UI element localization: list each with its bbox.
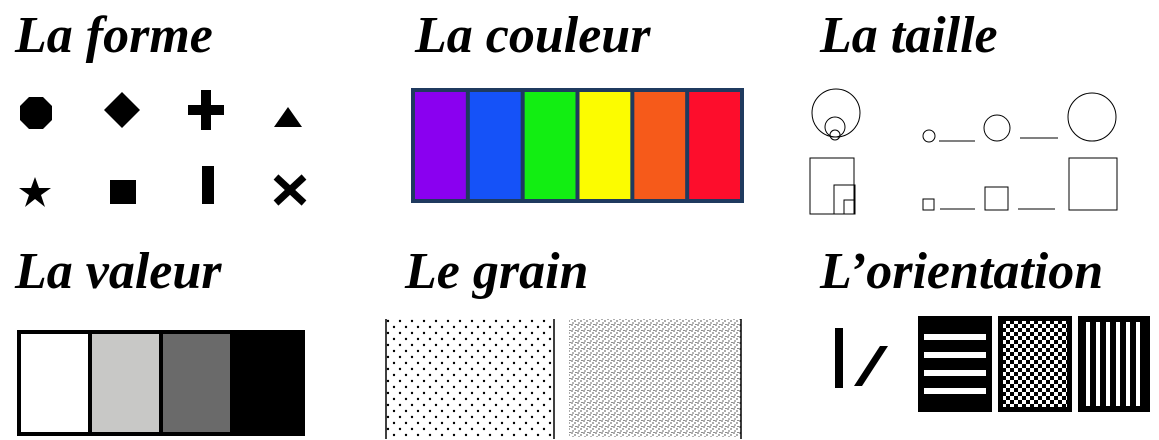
circle-medium [983,114,1011,142]
title-taille: La taille [820,7,998,64]
value-swatch-2 [92,334,159,432]
taille-panel [805,85,1125,220]
slanted-line-icon [854,346,888,386]
square-small [922,198,935,211]
square-large [1068,157,1118,211]
cross-icon [273,174,307,206]
triangle-icon [274,107,302,127]
forme-panel [0,80,330,220]
plus-icon [188,90,224,130]
nested-square-small [843,199,856,215]
color-swatch-6 [689,92,740,199]
title-forme: La forme [15,7,213,64]
vertical-stripes-icon [1078,316,1150,412]
title-valeur: La valeur [15,243,222,300]
grain-panel [385,318,745,440]
square-medium [984,186,1009,211]
circle-large [1067,92,1117,142]
circle-small [922,129,936,143]
grain-texture-figure [385,319,742,439]
color-swatch-5 [634,92,686,199]
value-swatch-4 [234,334,301,432]
valeur-panel [17,330,305,436]
title-couleur: La couleur [415,7,651,64]
nested-circle-small [829,129,841,141]
title-grain: Le grain [405,243,589,300]
nested-circle-medium [824,116,846,138]
vertical-line-icon [835,328,843,388]
nested-square-large [809,157,855,215]
fine-grain-texture [569,319,741,437]
color-swatch-3 [524,92,576,199]
value-swatch-1 [21,334,88,432]
horizontal-stripes-icon [918,316,992,412]
diamond-icon [104,92,140,128]
checker-pattern-icon [998,316,1072,412]
value-swatch-strip [17,330,305,436]
value-swatch-3 [163,334,230,432]
color-swatch-2 [469,92,521,199]
color-swatch-1 [415,92,466,199]
bar-icon [202,166,214,204]
coarse-grain-texture [386,319,554,437]
color-swatch-strip [411,88,744,203]
color-frame [411,88,744,203]
orientation-panel [830,316,1150,416]
color-swatch-4 [579,92,631,199]
square-icon [110,180,136,204]
octagon-icon [20,97,52,129]
title-orientation: L’orientation [820,243,1104,300]
couleur-panel [411,88,744,203]
star-icon [19,177,51,207]
size-variation-figure [809,88,1118,215]
